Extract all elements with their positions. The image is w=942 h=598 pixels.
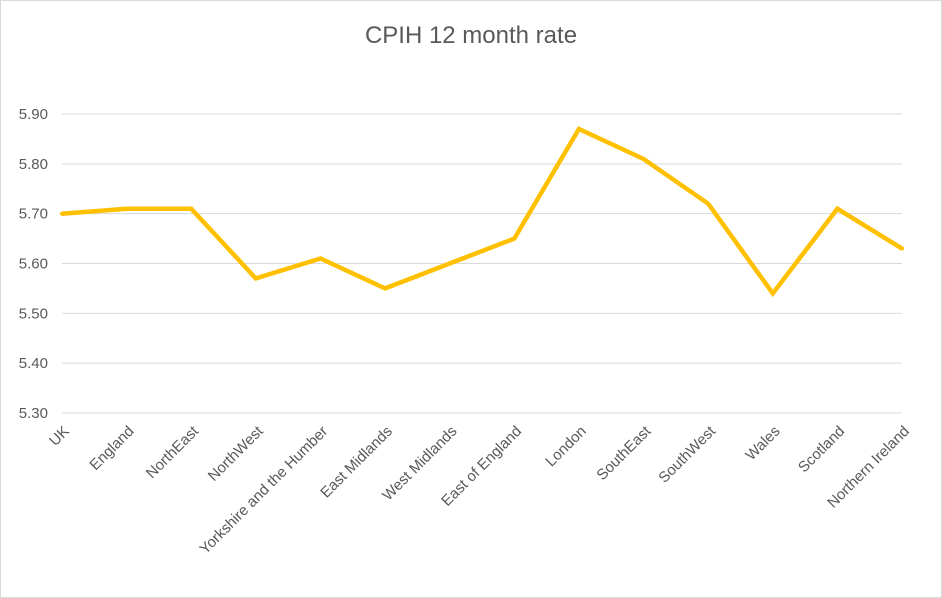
x-tick-label: Yorkshire and the Humber	[196, 423, 331, 558]
y-tick-label: 5.60	[19, 256, 48, 273]
y-tick-label: 5.50	[19, 305, 48, 322]
data-point	[60, 211, 64, 216]
x-tick-label: NorthEast	[143, 422, 203, 482]
y-tick-label: 5.70	[19, 206, 48, 223]
y-tick-label: 5.40	[19, 355, 48, 372]
data-point	[706, 201, 711, 206]
data-point	[641, 156, 646, 161]
x-tick-label: Wales	[742, 423, 783, 464]
x-tick-label: London	[542, 423, 589, 470]
x-tick-label: Scotland	[795, 423, 848, 476]
data-point	[576, 126, 581, 131]
data-point	[189, 206, 194, 211]
data-point	[253, 276, 258, 281]
data-point	[124, 206, 129, 211]
x-tick-label: SouthEast	[593, 422, 655, 484]
data-point	[447, 261, 452, 266]
y-tick-label: 5.90	[19, 106, 48, 123]
x-tick-label: England	[86, 423, 137, 474]
data-point	[900, 246, 904, 251]
x-tick-label: UK	[46, 423, 73, 450]
x-tick-label: SouthWest	[655, 422, 719, 486]
data-point	[383, 286, 388, 291]
chart-title: CPIH 12 month rate	[364, 22, 578, 49]
data-point	[512, 236, 517, 241]
y-tick-label: 5.30	[19, 405, 48, 422]
series-group	[60, 126, 904, 298]
data-point	[770, 291, 775, 296]
series-line	[61, 126, 904, 298]
y-tick-label: 5.80	[19, 156, 48, 173]
gridlines	[62, 113, 902, 414]
y-axis-labels: 5.30 5.40 5.50 5.60 5.70 5.80 5.90	[19, 106, 48, 422]
data-point	[835, 206, 840, 211]
x-tick-label: NorthWest	[205, 422, 268, 485]
data-point	[318, 256, 323, 261]
